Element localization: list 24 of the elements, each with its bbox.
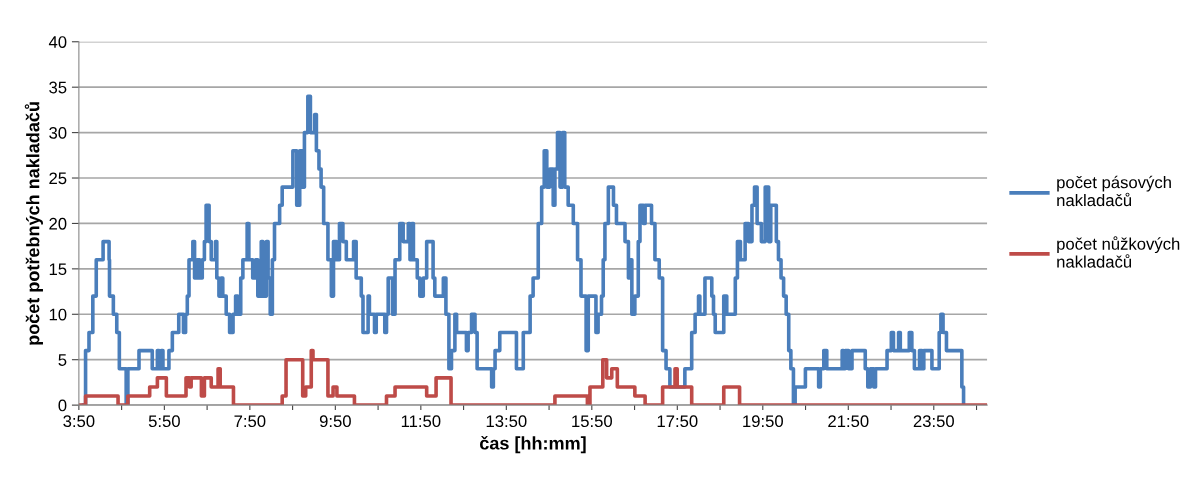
x-tick-label: 11:50 bbox=[401, 415, 441, 428]
legend-label: počet pásových nakladačů bbox=[1057, 175, 1171, 207]
x-tick-label: 3:50 bbox=[63, 415, 95, 428]
y-tick-label: 30 bbox=[49, 127, 67, 139]
y-tick-label: 0 bbox=[58, 399, 67, 412]
x-axis-title: čas [hh:mm] bbox=[480, 435, 586, 454]
y-tick-label: 35 bbox=[49, 81, 67, 94]
x-tick-label: 7:50 bbox=[234, 415, 266, 428]
x-tick-label: 19:50 bbox=[743, 415, 783, 428]
y-tick-label: 20 bbox=[49, 217, 67, 230]
y-tick-label: 15 bbox=[49, 263, 67, 276]
legend-label: počet nůžkových nakladačů bbox=[1057, 236, 1180, 268]
x-tick-label: 13:50 bbox=[486, 415, 527, 428]
x-tick-label: 23:50 bbox=[913, 415, 954, 428]
x-tick-label: 21:50 bbox=[828, 415, 869, 428]
y-tick-label: 10 bbox=[49, 308, 67, 321]
x-tick-label: 15:50 bbox=[572, 415, 613, 428]
y-tick-label: 25 bbox=[49, 172, 67, 185]
y-tick-label: 40 bbox=[48, 36, 67, 48]
y-tick-label: 5 bbox=[58, 354, 67, 366]
x-tick-label: 5:50 bbox=[148, 415, 180, 428]
x-tick-label: 17:50 bbox=[657, 415, 698, 428]
x-tick-label: 9:50 bbox=[319, 415, 351, 428]
y-axis-title: počet potřebných nakladačů bbox=[24, 102, 43, 345]
